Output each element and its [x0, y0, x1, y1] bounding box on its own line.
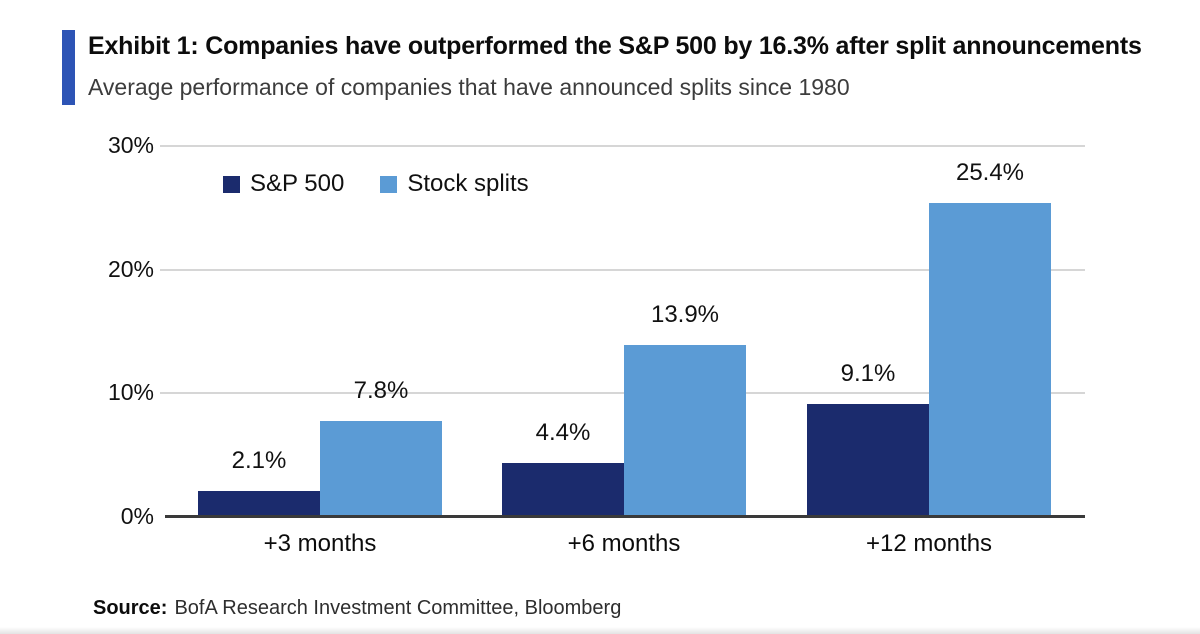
y-axis-tick-label: 20% — [107, 255, 154, 282]
bar-stock-splits — [320, 420, 442, 517]
bar-value-label: 9.1% — [840, 360, 896, 388]
y-axis-tick-label: 30% — [107, 132, 154, 158]
bottom-edge-shadow — [0, 627, 1200, 634]
legend-swatch — [380, 175, 398, 193]
legend-item: S&P 500 — [223, 170, 344, 198]
source-text: BofA Research Investment Committee, Bloo… — [174, 597, 622, 619]
legend-swatch — [223, 175, 240, 193]
chart-title: Exhibit 1: Companies have outperformed t… — [88, 32, 1142, 60]
legend-item: Stock splits — [380, 170, 529, 198]
bar-value-label: 2.1% — [231, 447, 287, 475]
title-accent-bar — [62, 30, 75, 105]
y-axis-tick-label: 10% — [107, 379, 154, 406]
legend: S&P 500 Stock splits — [223, 170, 529, 198]
bar-value-label: 13.9% — [650, 301, 720, 329]
x-axis-category-label: +3 months — [263, 530, 377, 557]
bar-s-p-500 — [502, 462, 624, 517]
bar-value-label: 25.4% — [955, 158, 1025, 186]
x-axis-category-label: +6 months — [567, 530, 681, 557]
bar-value-label: 7.8% — [353, 376, 409, 404]
source-label: Source: — [93, 597, 168, 619]
gridline — [160, 392, 1085, 395]
bar-s-p-500 — [807, 404, 929, 517]
gridline — [160, 268, 1085, 271]
source-note: Source: BofA Research Investment Committe… — [93, 597, 621, 620]
legend-label: S&P 500 — [250, 170, 345, 197]
plot-area: S&P 500 Stock splits 0% 10% 20% 30% 2.1% 7.8% +… — [108, 132, 1085, 557]
bar-stock-splits — [929, 202, 1051, 517]
gridline — [160, 145, 1085, 147]
bar-value-label: 4.4% — [535, 418, 591, 446]
x-axis-category-label: +12 months — [865, 530, 993, 557]
legend-label: Stock splits — [407, 170, 529, 197]
y-axis-tick-label: 0% — [120, 503, 154, 529]
x-axis-line — [165, 515, 1085, 518]
bar-s-p-500 — [198, 491, 320, 517]
chart-subtitle: Average performance of companies that ha… — [88, 74, 850, 100]
bar-stock-splits — [624, 345, 746, 517]
